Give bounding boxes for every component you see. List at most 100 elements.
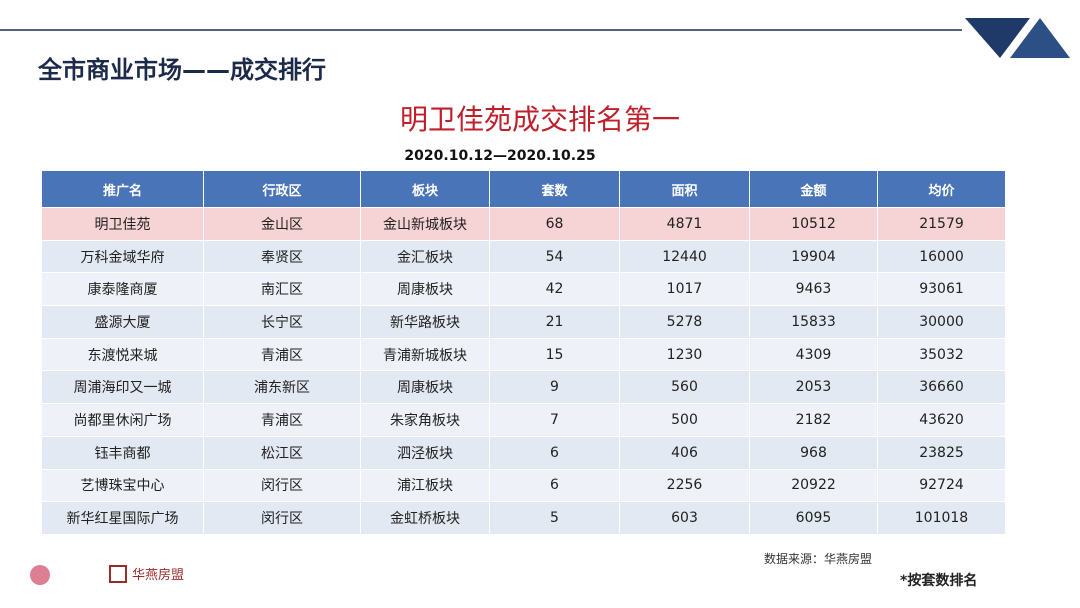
table-cell: 青浦区: [204, 404, 361, 437]
table-cell: 东渡悦来城: [42, 338, 204, 372]
table-cell: 金山新城板块: [361, 208, 490, 241]
table-row: 艺博珠宝中心 闵行区 浦江板块 6 2256 20922 92724: [42, 469, 1006, 503]
note: *按套数排名: [900, 573, 978, 589]
table-cell: 康泰隆商厦: [42, 273, 204, 307]
header-cell: 金额: [750, 171, 878, 208]
table-cell: 闵行区: [204, 469, 361, 503]
corner-triangle: [1010, 18, 1070, 58]
table-row: 康泰隆商厦 南汇区 周康板块 42 1017 9463 93061: [42, 273, 1006, 307]
table-cell: 43620: [878, 404, 1006, 437]
table-cell: 101018: [878, 502, 1006, 535]
corner-triangle: [965, 18, 1030, 58]
table-cell: 2182: [750, 404, 878, 437]
table-cell: 金虹桥板块: [361, 502, 490, 535]
header-cell: 推广名: [42, 171, 204, 208]
table-cell: 10512: [750, 208, 878, 241]
table-row: 明卫佳苑 金山区 金山新城板块 68 4871 10512 21579: [42, 208, 1006, 241]
table-cell: 周浦海印又一城: [42, 371, 204, 405]
table-cell: 21579: [878, 208, 1006, 241]
table-row: 钰丰商都 松江区 泗泾板块 6 406 968 23825: [42, 436, 1006, 470]
table-cell: 万科金域华府: [42, 240, 204, 274]
table-cell: 12440: [620, 240, 750, 274]
table-cell: 92724: [878, 469, 1006, 503]
table-cell: 1230: [620, 338, 750, 372]
table-cell: 周康板块: [361, 273, 490, 307]
table-cell: 明卫佳苑: [42, 208, 204, 241]
logo-icon: [30, 565, 50, 585]
table-cell: 9463: [750, 273, 878, 307]
header-row: 推广名 行政区 板块 套数 面积 金额 均价: [42, 171, 1006, 208]
table-cell: 500: [620, 404, 750, 437]
table-cell: 泗泾板块: [361, 436, 490, 470]
table-cell: 42: [490, 273, 620, 307]
table-cell: 6: [490, 436, 620, 470]
table-cell: 560: [620, 371, 750, 405]
logo-text: 华燕房盟: [132, 568, 185, 583]
table-cell: 9: [490, 371, 620, 405]
table-cell: 7: [490, 404, 620, 437]
table-cell: 54: [490, 240, 620, 274]
subtitle: 明卫佳苑成交排名第一: [399, 103, 680, 136]
source: 数据来源：华燕房盟: [764, 552, 873, 566]
table-cell: 19904: [750, 240, 878, 274]
table-cell: 6: [490, 469, 620, 503]
table-cell: 南汇区: [204, 273, 361, 307]
header-cell: 行政区: [204, 171, 361, 208]
title: 全市商业市场——成交排行: [38, 56, 326, 84]
table-cell: 长宁区: [204, 306, 361, 339]
table-cell: 青浦区: [204, 338, 361, 372]
table-cell: 奉贤区: [204, 240, 361, 274]
table-row: 周浦海印又一城 浦东新区 周康板块 9 560 2053 36660: [42, 371, 1006, 405]
table-cell: 闵行区: [204, 502, 361, 535]
table-cell: 16000: [878, 240, 1006, 274]
table-cell: 35032: [878, 338, 1006, 372]
table: 推广名 行政区 板块 套数 面积 金额 均价 明卫佳苑 金山区 金山新城板块 68 4871 10512…: [42, 171, 1006, 535]
table-cell: 浦东新区: [204, 371, 361, 405]
table-cell: 36660: [878, 371, 1006, 405]
header-cell: 面积: [620, 171, 750, 208]
table-cell: 6095: [750, 502, 878, 535]
header-cell: 板块: [361, 171, 490, 208]
table-cell: 603: [620, 502, 750, 535]
header-cell: 均价: [878, 171, 1006, 208]
table-cell: 15: [490, 338, 620, 372]
table-cell: 尚都里休闲广场: [42, 404, 204, 437]
table-cell: 93061: [878, 273, 1006, 307]
table-cell: 浦江板块: [361, 469, 490, 503]
table-cell: 钰丰商都: [42, 436, 204, 470]
date-range: 2020.10.12—2020.10.25: [404, 148, 596, 164]
table-cell: 30000: [878, 306, 1006, 339]
table-row: 万科金域华府 奉贤区 金汇板块 54 12440 19904 16000: [42, 240, 1006, 274]
table-cell: 23825: [878, 436, 1006, 470]
table-cell: 5: [490, 502, 620, 535]
table-cell: 朱家角板块: [361, 404, 490, 437]
table-cell: 松江区: [204, 436, 361, 470]
table-cell: 新华路板块: [361, 306, 490, 339]
logo-icon: [109, 565, 127, 583]
table-cell: 盛源大厦: [42, 306, 204, 339]
table-cell: 20922: [750, 469, 878, 503]
table-cell: 4309: [750, 338, 878, 372]
header-cell: 套数: [490, 171, 620, 208]
table-cell: 21: [490, 306, 620, 339]
table-cell: 金汇板块: [361, 240, 490, 274]
table-cell: 周康板块: [361, 371, 490, 405]
table-cell: 2256: [620, 469, 750, 503]
table-cell: 青浦新城板块: [361, 338, 490, 372]
table-cell: 968: [750, 436, 878, 470]
table-row: 东渡悦来城 青浦区 青浦新城板块 15 1230 4309 35032: [42, 338, 1006, 372]
table-row: 尚都里休闲广场 青浦区 朱家角板块 7 500 2182 43620: [42, 404, 1006, 437]
table-cell: 406: [620, 436, 750, 470]
table-cell: 4871: [620, 208, 750, 241]
table-row: 盛源大厦 长宁区 新华路板块 21 5278 15833 30000: [42, 306, 1006, 339]
table-cell: 金山区: [204, 208, 361, 241]
table-cell: 68: [490, 208, 620, 241]
table-cell: 1017: [620, 273, 750, 307]
table-cell: 15833: [750, 306, 878, 339]
table-cell: 新华红星国际广场: [42, 502, 204, 535]
table-cell: 5278: [620, 306, 750, 339]
table-cell: 2053: [750, 371, 878, 405]
table-cell: 艺博珠宝中心: [42, 469, 204, 503]
table-row: 新华红星国际广场 闵行区 金虹桥板块 5 603 6095 101018: [42, 502, 1006, 535]
